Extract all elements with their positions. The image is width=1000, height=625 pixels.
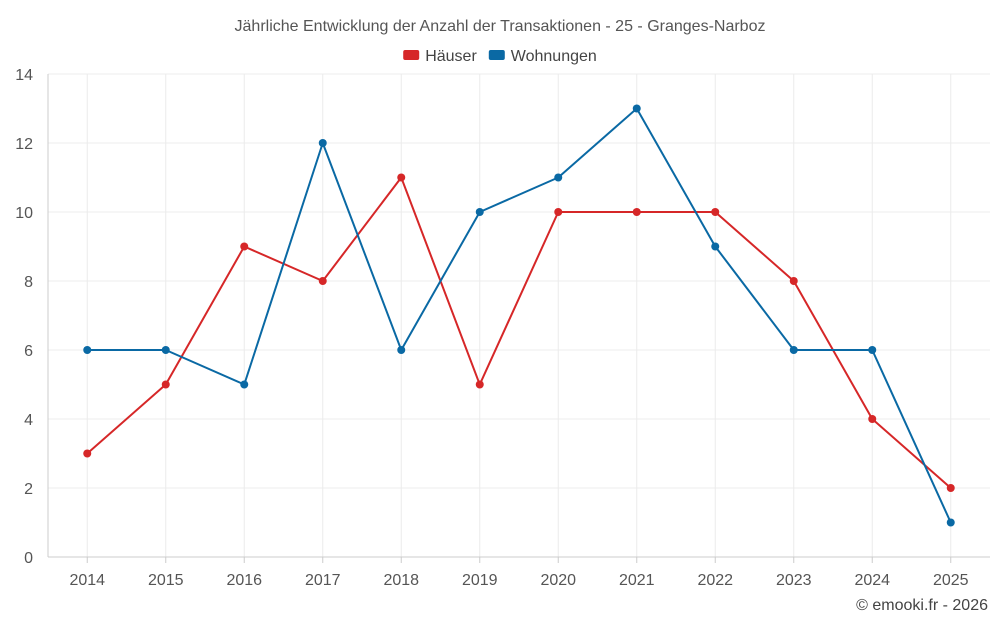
data-point-h-user	[83, 449, 92, 458]
x-tick-label: 2020	[540, 572, 576, 589]
x-tick-label: 2025	[933, 572, 969, 589]
y-tick-label: 12	[15, 136, 33, 153]
y-tick-label: 4	[24, 412, 33, 429]
x-tick-label: 2014	[69, 572, 105, 589]
x-tick-label: 2019	[462, 572, 498, 589]
data-point-h-user	[868, 415, 877, 423]
data-point-h-user	[318, 277, 327, 285]
y-tick-label: 6	[24, 343, 33, 360]
grid	[48, 73, 990, 557]
data-point-h-user	[161, 380, 170, 389]
data-point-wohnungen	[554, 173, 563, 182]
data-point-wohnungen	[868, 346, 877, 354]
data-point-wohnungen	[397, 346, 406, 354]
legend-label: Häuser	[425, 48, 477, 65]
legend-item-h-user[interactable]: Häuser	[403, 48, 477, 65]
data-point-h-user	[397, 173, 406, 182]
data-point-wohnungen	[789, 346, 798, 354]
legend-swatch	[403, 50, 420, 60]
data-point-h-user	[475, 380, 484, 389]
data-point-wohnungen	[946, 518, 955, 527]
series-line-h-user	[86, 176, 952, 489]
legend-item-wohnungen[interactable]: Wohnungen	[488, 48, 597, 65]
legend: Häuser Wohnungen	[403, 48, 597, 65]
chart-title: Jährliche Entwicklung der Anzahl der Tra…	[235, 18, 766, 35]
data-point-wohnungen	[83, 346, 92, 354]
data-point-h-user	[240, 242, 249, 251]
x-tick-label: 2024	[854, 572, 890, 589]
series-group	[83, 104, 955, 527]
x-tick-label: 2021	[619, 572, 655, 589]
y-tick-label: 10	[15, 205, 33, 222]
data-point-wohnungen	[475, 208, 484, 216]
x-tick-label: 2015	[148, 572, 184, 589]
data-point-wohnungen	[318, 139, 327, 147]
data-point-h-user	[711, 208, 720, 216]
y-tick-label: 0	[24, 550, 33, 567]
data-point-wohnungen	[711, 242, 720, 251]
y-tick-label: 2	[24, 481, 33, 498]
legend-swatch	[488, 50, 505, 60]
data-point-wohnungen	[240, 380, 249, 389]
x-tick-label: 2018	[383, 572, 419, 589]
data-point-h-user	[946, 484, 955, 492]
series-line-wohnungen	[87, 107, 952, 523]
data-point-h-user	[554, 208, 563, 216]
data-point-h-user	[789, 277, 798, 285]
axes: 0 2 4 6 8 10 12 14 2014 2015 2016 2017 2018 2019 2020 2…	[15, 67, 990, 589]
x-tick-label: 2017	[305, 572, 341, 589]
x-tick-label: 2016	[226, 572, 262, 589]
x-tick-label: 2023	[776, 572, 812, 589]
data-point-wohnungen	[632, 104, 641, 113]
y-tick-label: 8	[24, 274, 33, 291]
data-point-wohnungen	[161, 346, 170, 354]
x-tick-label: 2022	[697, 572, 733, 589]
y-tick-label: 14	[15, 67, 33, 84]
legend-label: Wohnungen	[511, 48, 597, 65]
data-point-h-user	[632, 208, 641, 216]
credit-text: © emooki.fr - 2026	[856, 597, 988, 614]
